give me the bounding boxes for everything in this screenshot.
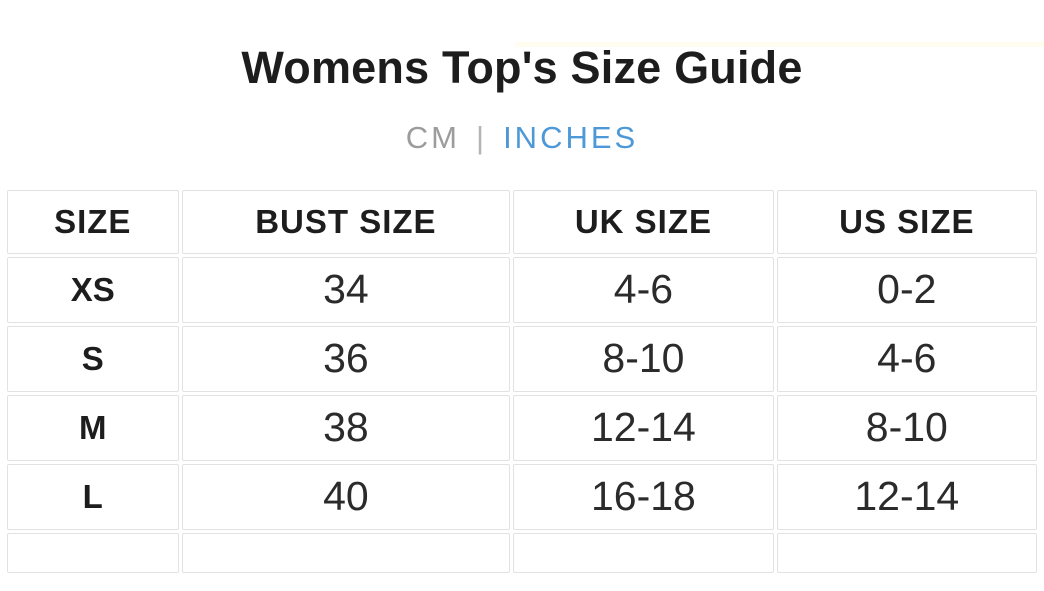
page-title: Womens Top's Size Guide: [241, 42, 803, 93]
column-header-us-size: US SIZE: [776, 189, 1037, 254]
size-cell: S: [7, 325, 179, 392]
bust-size-cell: 36: [181, 325, 511, 392]
unit-option-inches[interactable]: INCHES: [503, 119, 639, 155]
size-cell: [7, 532, 179, 573]
column-header-uk-size: UK SIZE: [513, 189, 774, 254]
size-cell: XS: [7, 256, 179, 323]
us-size-cell: 4-6: [776, 325, 1037, 392]
size-cell: L: [7, 463, 179, 530]
table-row-s: S 36 8-10 4-6: [7, 325, 1037, 392]
us-size-cell: 12-14: [776, 463, 1037, 530]
size-cell: M: [7, 394, 179, 461]
uk-size-cell: [513, 532, 774, 573]
table-row-l: L 40 16-18 12-14: [7, 463, 1037, 530]
uk-size-cell: 4-6: [513, 256, 774, 323]
unit-toggle: CM | INCHES: [0, 119, 1044, 157]
uk-size-cell: 12-14: [513, 394, 774, 461]
table-header-row: SIZE BUST SIZE UK SIZE US SIZE: [7, 189, 1037, 254]
us-size-cell: [776, 532, 1037, 573]
column-header-size: SIZE: [7, 189, 179, 254]
uk-size-cell: 8-10: [513, 325, 774, 392]
column-header-bust-size: BUST SIZE: [181, 189, 511, 254]
table-row-partial: [7, 532, 1037, 573]
bust-size-cell: [181, 532, 511, 573]
size-guide-page: Womens Top's Size Guide CM | INCHES SIZE B…: [0, 42, 1044, 576]
bust-size-cell: 38: [181, 394, 511, 461]
unit-option-cm[interactable]: CM: [405, 119, 460, 155]
unit-divider: |: [476, 119, 488, 155]
size-guide-table: SIZE BUST SIZE UK SIZE US SIZE XS 34 4-6…: [4, 187, 1040, 576]
bust-size-cell: 34: [181, 256, 511, 323]
bust-size-cell: 40: [181, 463, 511, 530]
table-row-xs: XS 34 4-6 0-2: [7, 256, 1037, 323]
uk-size-cell: 16-18: [513, 463, 774, 530]
us-size-cell: 0-2: [776, 256, 1037, 323]
top-accent-bar: [515, 42, 1044, 47]
table-row-m: M 38 12-14 8-10: [7, 394, 1037, 461]
us-size-cell: 8-10: [776, 394, 1037, 461]
